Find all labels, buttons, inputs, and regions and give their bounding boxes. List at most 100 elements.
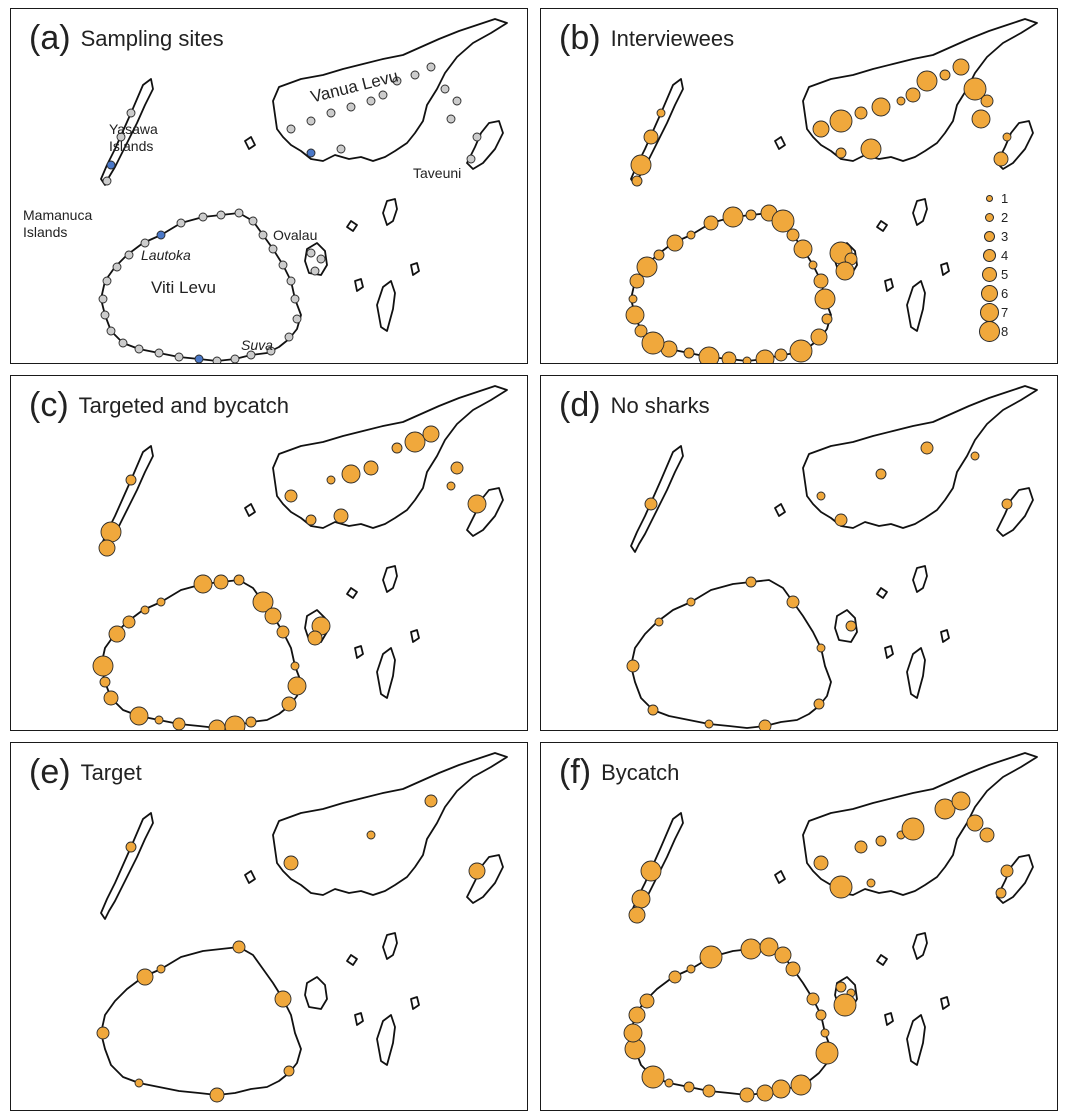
interview-marker	[815, 1009, 827, 1021]
interview-marker	[771, 209, 795, 233]
city-marker	[306, 148, 316, 158]
interview-marker	[771, 1079, 791, 1099]
interview-marker	[813, 273, 829, 289]
interview-marker	[446, 481, 456, 491]
site-marker	[140, 238, 150, 248]
interview-marker	[835, 981, 847, 993]
legend-item: 8	[977, 321, 1008, 342]
interview-marker	[129, 706, 149, 726]
interview-marker	[745, 576, 757, 588]
interview-marker	[341, 464, 361, 484]
interview-marker	[252, 591, 274, 613]
interview-marker	[808, 260, 818, 270]
panel-e-name: Target	[80, 760, 142, 785]
interview-marker	[100, 521, 122, 543]
interview-marker	[739, 1087, 755, 1103]
site-marker	[292, 314, 302, 324]
panel-c: (c) Targeted and bycatch	[10, 375, 528, 731]
interview-marker	[793, 239, 813, 259]
legend-item: 5	[977, 265, 1008, 284]
panel-b-title: (b) Interviewees	[559, 19, 734, 58]
site-marker	[284, 332, 294, 342]
interview-marker	[172, 717, 186, 730]
interview-marker	[759, 937, 779, 957]
site-marker	[440, 84, 450, 94]
interview-marker	[450, 461, 464, 475]
interview-marker	[333, 508, 349, 524]
interview-marker	[208, 719, 226, 730]
site-marker	[154, 348, 164, 358]
site-marker	[248, 216, 258, 226]
interview-marker	[963, 77, 987, 101]
panel-d-letter: (d)	[559, 386, 601, 424]
interview-marker	[683, 347, 695, 359]
city-marker	[106, 160, 116, 170]
interview-marker	[125, 474, 137, 486]
interview-marker	[820, 1028, 830, 1038]
interview-marker	[970, 451, 980, 461]
interview-marker	[686, 230, 696, 240]
label-lautoka: Lautoka	[141, 247, 191, 263]
interview-marker	[125, 841, 137, 853]
interview-marker	[854, 106, 868, 120]
interview-marker	[643, 129, 659, 145]
interview-marker	[281, 696, 297, 712]
interview-marker	[666, 234, 684, 252]
map-b	[625, 18, 1038, 363]
interview-marker	[971, 109, 991, 129]
interview-marker	[785, 961, 801, 977]
interview-marker	[774, 348, 788, 362]
interview-marker	[668, 970, 682, 984]
interview-marker	[1001, 498, 1013, 510]
interview-marker	[193, 574, 213, 594]
interview-marker	[875, 468, 887, 480]
interview-marker	[813, 698, 825, 710]
interview-marker	[284, 489, 298, 503]
size-legend: 1 2 3 4 5 6 7 8	[977, 189, 1008, 342]
panel-a-title: (a) Sampling sites	[29, 19, 224, 58]
interview-marker	[305, 514, 317, 526]
interview-marker	[654, 617, 664, 627]
interview-marker	[815, 1041, 839, 1065]
interview-marker	[789, 339, 813, 363]
interview-marker	[916, 70, 938, 92]
interview-marker	[683, 1081, 695, 1093]
interview-marker	[626, 659, 640, 673]
site-marker	[258, 230, 268, 240]
site-marker	[290, 294, 300, 304]
interview-marker	[816, 643, 826, 653]
site-marker	[286, 276, 296, 286]
panel-a-letter: (a)	[29, 19, 71, 57]
interview-marker	[404, 431, 426, 453]
panel-c-name: Targeted and bycatch	[78, 393, 290, 418]
site-marker	[306, 248, 316, 258]
panel-b-letter: (b)	[559, 19, 601, 57]
legend-item: 2	[977, 208, 1008, 227]
interview-marker	[951, 791, 971, 811]
interview-marker	[721, 351, 737, 363]
interview-marker	[122, 615, 136, 629]
interview-marker	[628, 1006, 646, 1024]
interview-marker	[283, 1065, 295, 1077]
interview-marker	[391, 442, 403, 454]
interview-marker	[829, 109, 853, 133]
interview-marker	[934, 798, 956, 820]
interview-marker	[631, 889, 651, 909]
interview-marker	[740, 938, 762, 960]
label-taveuni: Taveuni	[413, 165, 462, 181]
interview-marker	[786, 595, 800, 609]
interview-marker	[704, 719, 714, 729]
interview-marker	[806, 992, 820, 1006]
site-marker	[124, 250, 134, 260]
label-yasawa-islands: Yasawa Islands	[109, 121, 158, 155]
panel-a: (a) Sampling sites Vanua Levu Yasawa Islan…	[10, 8, 528, 364]
panel-f: (f) Bycatch	[540, 742, 1058, 1111]
interview-marker	[703, 215, 719, 231]
site-marker	[316, 254, 326, 264]
interview-marker	[790, 1074, 812, 1096]
interview-marker	[363, 460, 379, 476]
legend-item: 1	[977, 189, 1008, 208]
interview-marker	[290, 661, 300, 671]
interview-marker	[640, 860, 662, 882]
interview-marker	[699, 945, 723, 969]
